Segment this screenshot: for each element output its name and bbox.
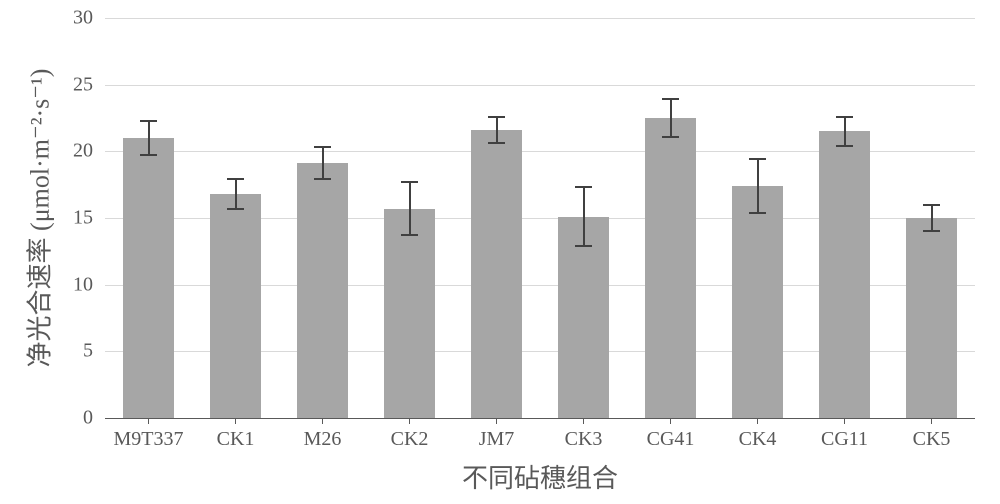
error-cap xyxy=(575,186,592,188)
y-axis-label: 净光合速率 (μmol·m⁻²·s⁻¹) xyxy=(20,69,57,368)
bar xyxy=(471,130,521,418)
error-cap xyxy=(575,245,592,247)
x-tick xyxy=(148,418,149,424)
error-bar xyxy=(844,117,846,146)
error-bar xyxy=(235,179,237,208)
error-cap xyxy=(662,136,679,138)
x-tick-label: M9T337 xyxy=(114,428,184,451)
x-tick-label: M26 xyxy=(304,428,342,451)
error-cap xyxy=(749,212,766,214)
error-cap xyxy=(488,116,505,118)
x-tick xyxy=(322,418,323,424)
error-cap xyxy=(227,208,244,210)
x-tick xyxy=(235,418,236,424)
error-cap xyxy=(314,146,331,148)
x-tick-label: CK2 xyxy=(391,428,429,451)
bar xyxy=(906,218,956,418)
gridline xyxy=(105,85,975,86)
x-tick xyxy=(931,418,932,424)
bar xyxy=(384,209,434,418)
error-bar xyxy=(931,205,933,232)
bar xyxy=(819,131,869,418)
error-cap xyxy=(923,204,940,206)
error-cap xyxy=(227,178,244,180)
x-tick-label: CK5 xyxy=(913,428,951,451)
x-tick-label: CK1 xyxy=(217,428,255,451)
x-tick-label: CG11 xyxy=(821,428,868,451)
bar xyxy=(210,194,260,418)
bar-chart: 净光合速率 (μmol·m⁻²·s⁻¹) 不同砧穗组合 051015202530… xyxy=(0,0,1000,504)
error-cap xyxy=(488,142,505,144)
error-bar xyxy=(583,187,585,246)
x-tick xyxy=(757,418,758,424)
x-tick xyxy=(409,418,410,424)
bar xyxy=(297,163,347,418)
error-cap xyxy=(401,234,418,236)
x-tick-label: CG41 xyxy=(647,428,695,451)
error-cap xyxy=(749,158,766,160)
bar xyxy=(645,118,695,418)
error-cap xyxy=(923,230,940,232)
gridline xyxy=(105,18,975,19)
error-bar xyxy=(148,121,150,156)
error-cap xyxy=(836,116,853,118)
error-bar xyxy=(322,147,324,179)
bar xyxy=(732,186,782,418)
error-cap xyxy=(140,120,157,122)
error-cap xyxy=(662,98,679,100)
error-cap xyxy=(836,145,853,147)
x-tick xyxy=(583,418,584,424)
error-cap xyxy=(401,181,418,183)
error-bar xyxy=(670,99,672,136)
x-axis-label: 不同砧穗组合 xyxy=(462,458,618,495)
error-cap xyxy=(314,178,331,180)
error-bar xyxy=(409,182,411,235)
x-tick xyxy=(844,418,845,424)
error-bar xyxy=(496,117,498,144)
plot-area xyxy=(105,18,975,418)
error-bar xyxy=(757,159,759,212)
bar xyxy=(123,138,173,418)
x-tick-label: JM7 xyxy=(479,428,515,451)
x-tick-label: CK3 xyxy=(565,428,603,451)
x-tick xyxy=(496,418,497,424)
error-cap xyxy=(140,154,157,156)
x-tick xyxy=(670,418,671,424)
x-tick-label: CK4 xyxy=(739,428,777,451)
